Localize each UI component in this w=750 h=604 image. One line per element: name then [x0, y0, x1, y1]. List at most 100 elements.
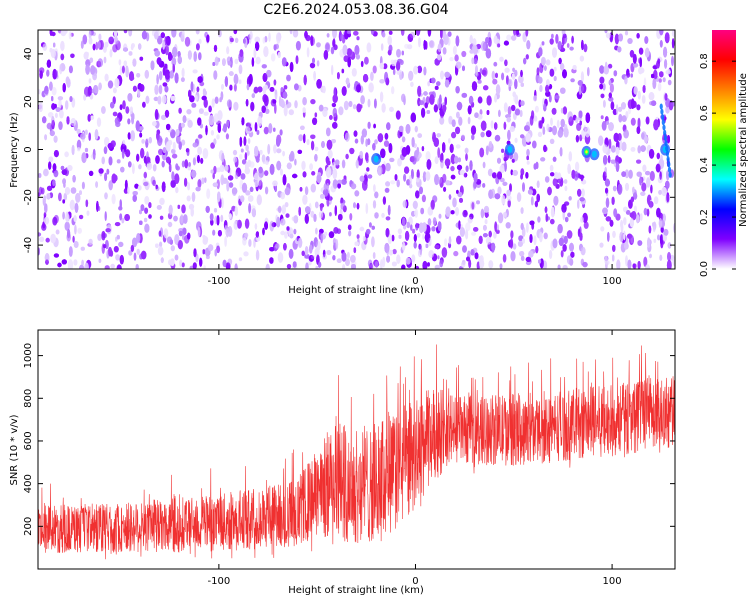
- spectrogram-cell: [244, 218, 250, 229]
- spectrogram-cell: [139, 209, 142, 215]
- spectrogram-cell: [144, 196, 150, 205]
- spectrogram-cell: [599, 65, 605, 74]
- spectrogram-cell: [42, 116, 47, 124]
- spectrogram-cell: [436, 81, 441, 86]
- spectrogram-cell: [437, 221, 442, 232]
- spectrogram-cell: [129, 71, 134, 81]
- spectrogram-cell: [58, 121, 63, 130]
- spectrogram-cell: [275, 243, 280, 249]
- spectrogram-cell: [442, 47, 447, 55]
- spectrogram-cell: [522, 182, 525, 192]
- spectrogram-cell: [437, 147, 441, 158]
- spectrogram-cell: [104, 265, 110, 269]
- spectrogram-cell: [426, 159, 432, 170]
- spectrogram-cell: [389, 249, 393, 256]
- spectrogram-cell: [664, 59, 668, 69]
- spectrogram-cell: [304, 246, 309, 256]
- spectrogram-cell: [319, 203, 325, 208]
- spectrogram-cell: [121, 148, 125, 159]
- spectrogram-cell: [652, 78, 657, 90]
- spectrogram-cell: [197, 134, 203, 139]
- spectrogram-cell: [98, 33, 102, 41]
- spectrogram-cell: [302, 194, 308, 205]
- spectrogram-cell: [526, 160, 530, 165]
- spectrogram-cell: [427, 81, 431, 87]
- spectrogram-cell: [276, 32, 282, 42]
- spectrogram-cell: [77, 227, 82, 234]
- spectrogram-cell: [54, 112, 58, 119]
- spectrogram-cell: [520, 222, 524, 231]
- spectrogram-cell: [144, 217, 148, 223]
- spectrogram-cell: [379, 79, 385, 84]
- spectrogram-cell: [580, 246, 586, 256]
- spectrogram-cell: [310, 183, 316, 193]
- spectrogram-cell: [369, 262, 373, 269]
- spectrogram-cell: [288, 109, 294, 116]
- spectrogram-cell: [79, 190, 82, 196]
- spectrogram-cell: [184, 177, 188, 187]
- spectrogram-cell: [289, 61, 294, 73]
- spectrogram-cell: [562, 69, 567, 79]
- spectrogram-cell: [419, 100, 424, 106]
- spectrogram-cell: [305, 35, 311, 42]
- spectrogram-cell: [440, 30, 443, 39]
- spectrogram-cell: [109, 49, 113, 58]
- spectrogram-cell: [80, 133, 86, 140]
- spectrogram-cell: [184, 159, 188, 169]
- spectrogram-cell: [123, 30, 128, 34]
- spectrogram-cell: [352, 104, 357, 110]
- spectrogram-cell: [569, 242, 574, 252]
- spectrogram-cell: [225, 262, 231, 269]
- spectrogram-cell: [648, 225, 652, 234]
- spectrogram-cell: [499, 177, 505, 183]
- spectrogram-cell: [580, 83, 587, 94]
- spectrogram-cell: [232, 149, 238, 156]
- spectrogram-cell: [469, 213, 474, 220]
- spectrogram-cell: [281, 100, 285, 109]
- spectrogram-cell: [311, 171, 316, 176]
- spectrogram-cell: [649, 149, 655, 159]
- spectrogram-cell: [662, 77, 666, 83]
- spectrogram-cell: [449, 57, 454, 62]
- spectrogram-cell: [49, 81, 53, 91]
- spectrogram-cell: [341, 179, 347, 185]
- spectrogram-cell: [439, 177, 444, 188]
- spectrogram-cell: [540, 157, 546, 162]
- spectrogram-cell: [173, 215, 178, 222]
- spectrogram-cell: [186, 109, 192, 115]
- spectrogram-cell: [652, 65, 658, 70]
- spectrogram-cell: [315, 227, 318, 235]
- spectrogram-cell: [331, 139, 336, 144]
- spectrogram-cell: [385, 77, 390, 86]
- spectrogram-cell: [410, 112, 416, 123]
- spectrogram-cell: [332, 94, 338, 103]
- spectrogram-cell: [507, 129, 511, 141]
- spectrogram-cell: [366, 42, 372, 53]
- spectrogram-cell: [600, 93, 605, 99]
- spectrogram-cell: [127, 132, 131, 140]
- spectrogram-cell: [49, 48, 53, 53]
- spectrogram-cell: [520, 173, 523, 180]
- spectrogram-cell: [425, 151, 431, 162]
- spectrogram-cell: [233, 73, 239, 85]
- spectrogram-cell: [511, 35, 517, 41]
- spectrogram-cell: [608, 122, 614, 132]
- spectrogram-cell: [261, 64, 267, 69]
- spectrogram-cell: [111, 193, 116, 205]
- spectrogram-cell: [445, 206, 451, 217]
- spectrogram-cell: [382, 256, 386, 268]
- spectrogram-cell: [658, 78, 662, 83]
- spectrogram-cell: [45, 259, 49, 265]
- spectrogram-cell: [146, 156, 151, 164]
- spectrogram-cell: [333, 227, 339, 234]
- spectrogram-cell: [113, 246, 119, 253]
- spectrogram-cell: [132, 191, 138, 196]
- spectrogram-cell: [603, 155, 608, 165]
- spectrogram-cell: [141, 139, 145, 144]
- spectrogram-cell: [145, 138, 149, 148]
- spectrogram-cell: [182, 233, 185, 241]
- spectrogram-cell: [289, 233, 294, 239]
- spectrogram-cell: [466, 256, 471, 262]
- spectrogram-cell: [456, 111, 460, 119]
- spectrogram-cell: [658, 190, 662, 195]
